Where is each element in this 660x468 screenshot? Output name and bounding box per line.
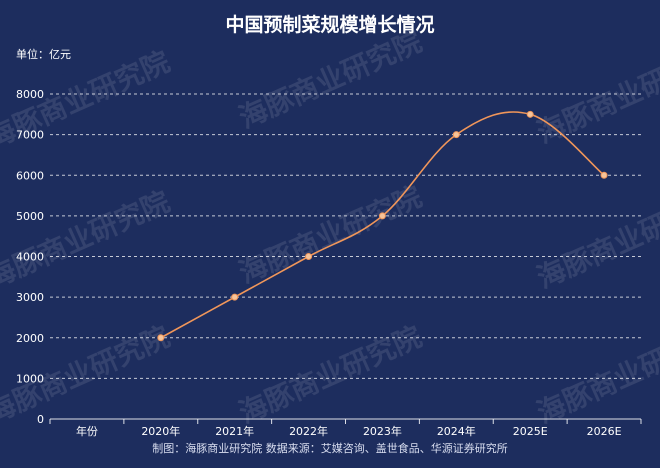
source-note: 制图：海豚商业研究院 数据来源：艾媒咨询、盖世食品、华源证券研究所 (152, 442, 508, 455)
y-tick-label: 1000 (16, 372, 44, 385)
data-point (452, 131, 460, 139)
series-line (160, 111, 605, 339)
data-point (378, 212, 386, 220)
data-point (231, 293, 239, 301)
y-tick-label: 8000 (16, 88, 44, 101)
y-tick-label: 4000 (16, 251, 44, 264)
unit-label: 单位：亿元 (16, 48, 71, 61)
x-tick-label: 年份 (76, 424, 98, 438)
x-tick-label: 2022年 (289, 424, 328, 438)
x-tick-label: 2026E (587, 425, 622, 438)
y-tick-label: 7000 (16, 129, 44, 142)
y-tick-label: 3000 (16, 291, 44, 304)
x-tick-label: 2021年 (215, 424, 254, 438)
chart-title: 中国预制菜规模增长情况 (225, 14, 435, 36)
data-point (305, 253, 313, 260)
y-tick-label: 6000 (16, 169, 44, 182)
y-tick-label: 0 (37, 413, 44, 426)
data-point (157, 334, 165, 342)
y-tick-label: 5000 (16, 210, 44, 223)
x-tick-label: 2023年 (363, 424, 402, 438)
x-tick-label: 2025E (513, 425, 548, 438)
data-point (526, 110, 534, 118)
x-tick-label: 2024年 (437, 424, 476, 438)
x-tick-label: 2020年 (141, 424, 180, 438)
y-tick-label: 2000 (16, 332, 44, 345)
data-point (600, 171, 608, 179)
